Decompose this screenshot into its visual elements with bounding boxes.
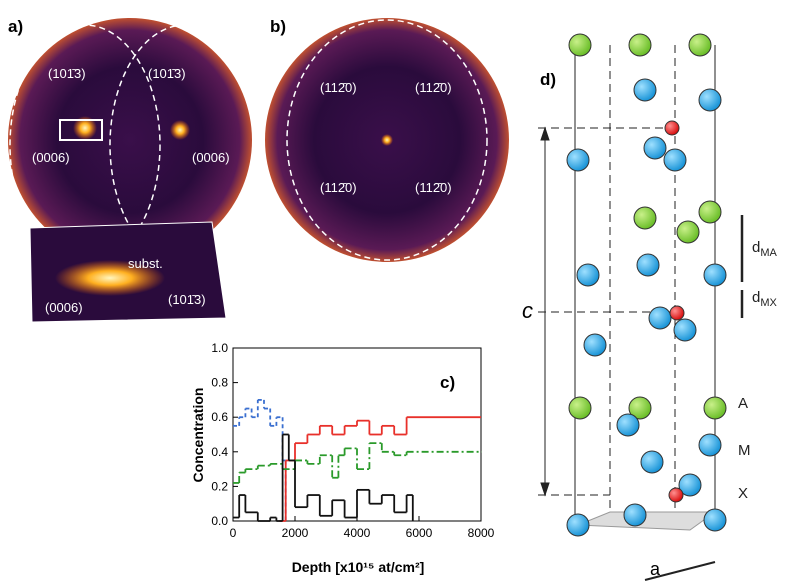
spot-label: (112̄0) <box>415 180 452 195</box>
y-tick-label: 0.4 <box>211 445 228 459</box>
panel-label: c) <box>440 373 455 392</box>
y-tick-label: 1.0 <box>211 341 228 355</box>
y-tick-label: 0.8 <box>211 376 228 390</box>
panel-b: b) (112̄0) (112̄0) (112̄0) (112̄0) <box>265 17 509 262</box>
x-tick-label: 4000 <box>344 526 371 540</box>
x-tick-label: 0 <box>230 526 237 540</box>
atom-m <box>634 79 656 101</box>
spot-label: (0006) <box>192 150 230 165</box>
atom-m <box>641 451 663 473</box>
atom-a <box>677 221 699 243</box>
panel-label: b) <box>270 17 286 36</box>
site-label: M <box>738 442 751 459</box>
atom-m <box>699 434 721 456</box>
x-tick-label: 8000 <box>468 526 495 540</box>
atom-x <box>669 488 683 502</box>
y-tick-label: 0.6 <box>211 410 228 424</box>
y-tick-label: 0.0 <box>211 514 228 528</box>
spacing-label: dMA <box>752 239 778 259</box>
atom-m <box>584 334 606 356</box>
panel-label: a) <box>8 17 23 36</box>
spot-label: (112̄0) <box>415 80 452 95</box>
spot <box>381 134 393 146</box>
atom-m <box>699 89 721 111</box>
atom-m <box>637 254 659 276</box>
inset-label: subst. <box>128 256 163 271</box>
atom-m <box>649 307 671 329</box>
atom-x <box>665 121 679 135</box>
axis-label: c <box>522 298 533 323</box>
atom-m <box>704 509 726 531</box>
atom-m <box>577 264 599 286</box>
inset-label: (101̄3) <box>168 292 206 307</box>
atom-m <box>624 504 646 526</box>
atom-a <box>569 34 591 56</box>
inset-label: (0006) <box>45 300 83 315</box>
atom-a <box>629 34 651 56</box>
spot-label: (101̄3) <box>48 66 86 81</box>
atom-m <box>567 514 589 536</box>
panel-label: d) <box>540 70 556 89</box>
spot-label: (0006) <box>32 150 70 165</box>
figure: a) (101̄3) (101̄3) (0006) (0006) subst. … <box>0 0 785 581</box>
site-label: X <box>738 485 748 502</box>
spot <box>170 120 190 140</box>
atom-a <box>689 34 711 56</box>
spacing-label: dMX <box>752 289 778 309</box>
x-axis-label: Depth [x10¹⁵ at/cm²] <box>292 559 425 575</box>
axis-label: a <box>650 559 661 579</box>
atom-m <box>644 137 666 159</box>
spot-label: (101̄3) <box>148 66 186 81</box>
y-tick-label: 0.2 <box>211 479 228 493</box>
atom-m <box>617 414 639 436</box>
panel-c: c) Depth [x10¹⁵ at/cm²] Concentration 0.… <box>190 341 495 575</box>
atom-m <box>674 319 696 341</box>
atom-m <box>704 264 726 286</box>
spot-label: (112̄0) <box>320 180 357 195</box>
atoms <box>567 34 726 536</box>
y-axis-label: Concentration <box>190 388 206 483</box>
spot-label: (112̄0) <box>320 80 357 95</box>
atom-x <box>670 306 684 320</box>
panel-a: a) (101̄3) (101̄3) (0006) (0006) subst. … <box>8 17 260 322</box>
atom-m <box>664 149 686 171</box>
site-label: A <box>738 395 748 412</box>
atom-a <box>704 397 726 419</box>
atom-a <box>634 207 656 229</box>
atom-a <box>699 201 721 223</box>
panel-d <box>538 45 742 580</box>
atom-m <box>567 149 589 171</box>
x-tick-label: 6000 <box>406 526 433 540</box>
x-tick-label: 2000 <box>282 526 309 540</box>
atom-a <box>569 397 591 419</box>
